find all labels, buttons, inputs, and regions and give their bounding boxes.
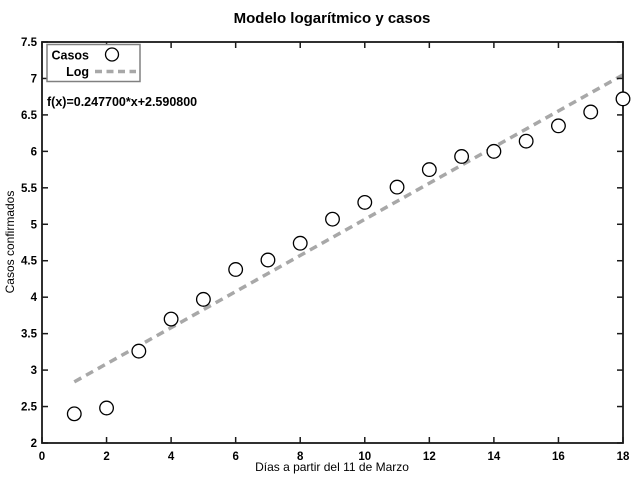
- y-tick-label: 6.5: [21, 110, 38, 122]
- data-point: [195, 291, 211, 307]
- data-point: [421, 162, 437, 178]
- x-tick-label: 12: [423, 451, 436, 463]
- x-tick-label: 4: [168, 451, 175, 463]
- data-point: [615, 91, 631, 107]
- y-tick-label: 5.5: [21, 183, 38, 195]
- legend-box: [46, 43, 141, 83]
- data-point: [131, 343, 147, 359]
- fit-line: [73, 73, 624, 384]
- y-tick-label: 5: [31, 219, 38, 231]
- x-tick-label: 2: [103, 451, 109, 463]
- legend-label-log: Log: [66, 65, 89, 79]
- x-tick-label: 8: [297, 451, 304, 463]
- fit-line-segment: [73, 73, 624, 384]
- y-tick-label: 2: [31, 438, 37, 450]
- chart-title: Modelo logarítmico y casos: [234, 10, 431, 27]
- data-point: [583, 104, 599, 120]
- data-point: [486, 143, 502, 159]
- data-point: [518, 133, 534, 149]
- y-tick-label: 3.5: [21, 329, 38, 341]
- y-tick-label: 7.5: [21, 37, 38, 49]
- plot-border: [41, 41, 624, 444]
- data-point: [550, 118, 566, 134]
- y-tick-labels: 2 2.5 3 3.5 4 4.5 5 5.5 6 6.5 7 7.5: [21, 37, 38, 450]
- data-point: [99, 400, 115, 416]
- y-tick-label: 3: [31, 365, 37, 377]
- data-point: [163, 311, 179, 327]
- legend-circle-marker-icon: [104, 47, 120, 62]
- y-axis-label: Casos confirmados: [3, 191, 17, 294]
- data-point: [454, 149, 470, 164]
- x-tick-label: 16: [552, 451, 565, 463]
- legend-label-casos: Casos: [51, 49, 89, 63]
- x-tick-labels: 0 2 4 6 8 10 12 14 16 18: [39, 451, 630, 463]
- y-tick-label: 6: [31, 146, 37, 158]
- x-tick-label: 0: [39, 451, 45, 463]
- x-tick-label: 10: [358, 451, 371, 463]
- x-tick-label: 18: [617, 451, 630, 463]
- y-tick-label: 4.5: [21, 256, 38, 268]
- data-point: [66, 406, 82, 422]
- data-point: [325, 211, 340, 227]
- y-tick-label: 2.5: [21, 402, 38, 414]
- legend: Casos Log: [46, 43, 141, 83]
- data-point: [228, 262, 244, 277]
- data-points: [66, 91, 631, 422]
- y-tick-label: 4: [31, 292, 38, 304]
- x-tick-label: 14: [487, 451, 500, 463]
- y-tick-label: 7: [31, 73, 37, 85]
- x-axis-label: Días a partir del 11 de Marzo: [255, 460, 409, 474]
- data-point: [292, 235, 308, 251]
- x-tick-label: 6: [232, 451, 238, 463]
- data-point: [389, 179, 405, 195]
- data-point: [260, 252, 276, 268]
- fit-equation-annotation: f(x)=0.247700*x+2.590800: [47, 95, 197, 109]
- data-point: [357, 194, 373, 210]
